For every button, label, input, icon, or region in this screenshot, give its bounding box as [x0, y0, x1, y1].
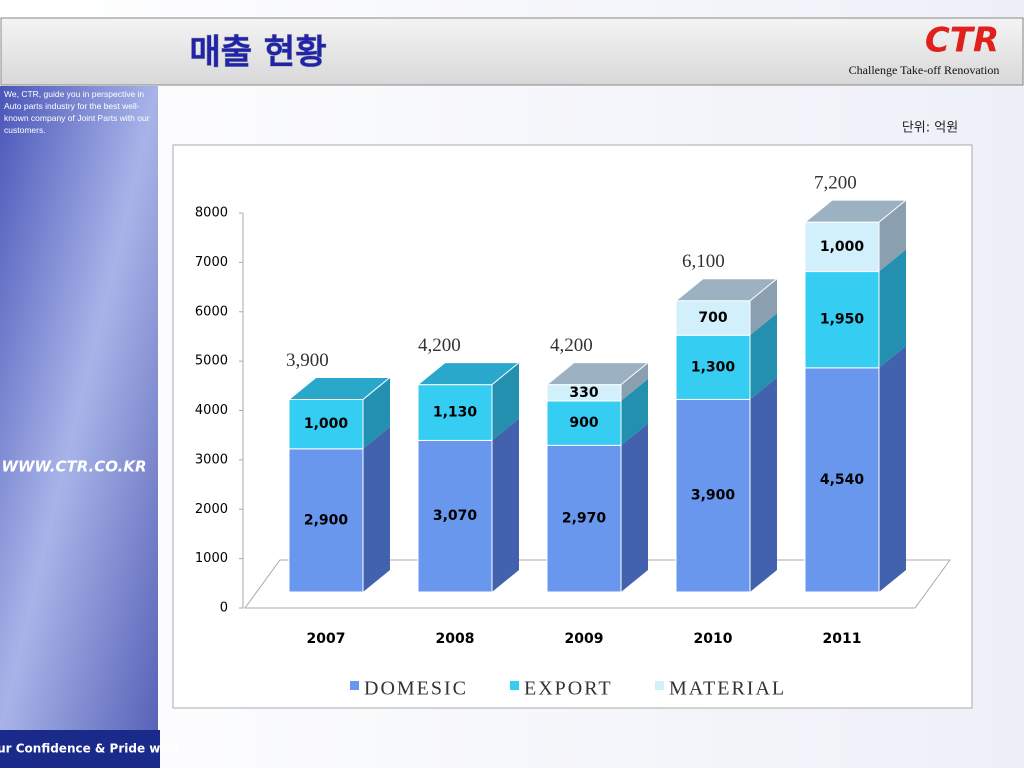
data-label: 3,900: [691, 488, 736, 504]
data-label: 1,000: [304, 416, 349, 432]
total-label: 4,200: [418, 335, 461, 356]
header-bar: [0, 17, 1024, 86]
bar-side: [750, 278, 777, 336]
bar-top: [545, 362, 650, 386]
total-label: 4,200: [550, 335, 593, 356]
bar-top: [287, 376, 392, 400]
data-label: 1,950: [820, 312, 865, 328]
bar-side: [363, 426, 390, 592]
bar-side: [492, 418, 519, 592]
data-label: 330: [569, 385, 598, 401]
y-tick-label: 0: [220, 601, 228, 616]
bar-segment: [417, 439, 493, 593]
bar-segment: [288, 398, 364, 450]
x-tick-label: 2011: [823, 631, 862, 647]
legend-label: DOMESIC: [364, 678, 468, 700]
bar-segment: [546, 444, 622, 593]
bar-side: [621, 362, 648, 401]
footer-text: Your Confidence & Pride with: [0, 742, 179, 756]
total-label: 3,900: [286, 350, 329, 371]
y-tick-label: 8000: [195, 206, 228, 221]
bar-segment: [675, 300, 751, 336]
side-text-box: We, CTR, guide you in perspective in Aut…: [4, 89, 150, 135]
bar-side: [879, 249, 906, 368]
side-panel: [0, 86, 158, 730]
logo: CTR: [925, 21, 999, 61]
total-label: 7,200: [814, 173, 857, 194]
x-tick-label: 2009: [565, 631, 604, 647]
bar-side: [879, 345, 906, 592]
legend-label: EXPORT: [524, 678, 613, 700]
data-label: 900: [569, 415, 598, 431]
bar-side: [621, 423, 648, 592]
bar-top: [416, 362, 521, 386]
bar-segment: [546, 400, 622, 446]
data-label: 1,300: [691, 359, 736, 375]
tagline: Challenge Take-off Renovation: [849, 63, 1000, 77]
y-tick-label: 5000: [195, 354, 228, 369]
data-label: 1,000: [820, 239, 865, 255]
x-tick-label: 2007: [307, 631, 346, 647]
bar-segment: [675, 334, 751, 400]
bar-segment: [288, 448, 364, 593]
bar-side: [492, 362, 519, 441]
bar-segment: [804, 271, 880, 369]
y-tick-label: 4000: [195, 403, 228, 418]
x-tick-label: 2008: [436, 631, 475, 647]
data-label: 1,130: [433, 405, 478, 421]
y-tick-label: 6000: [195, 304, 228, 319]
legend-swatch: [655, 681, 664, 690]
legend-label: MATERIAL: [669, 678, 786, 700]
unit-label: 단위: 억원: [902, 121, 958, 136]
bar-side: [750, 377, 777, 592]
y-tick-label: 3000: [195, 452, 228, 467]
legend-swatch: [510, 681, 519, 690]
footer-bar: [0, 730, 160, 768]
x-tick-label: 2010: [694, 631, 733, 647]
y-tick-label: 7000: [195, 255, 228, 270]
bar-segment: [675, 398, 751, 593]
bar-segment: [804, 367, 880, 593]
bar-side: [879, 200, 906, 272]
data-label: 700: [698, 310, 727, 326]
data-label: 4,540: [820, 472, 865, 488]
data-label: 3,070: [433, 508, 478, 524]
slide-title: 매출 현황: [190, 33, 327, 73]
legend-swatch: [350, 681, 359, 690]
bar-side: [363, 377, 390, 449]
y-tick-label: 2000: [195, 502, 228, 517]
bar-side: [750, 313, 777, 400]
bar-segment: [417, 384, 493, 441]
total-label: 6,100: [682, 251, 725, 272]
side-text: We, CTR, guide you in perspective in Aut…: [4, 89, 150, 135]
y-tick-label: 1000: [195, 551, 228, 566]
bar-top: [803, 199, 908, 223]
data-label: 2,900: [304, 512, 349, 528]
website: WWW.CTR.CO.KR: [1, 458, 146, 476]
bar-top: [674, 278, 779, 302]
bar-side: [621, 378, 648, 446]
data-label: 2,970: [562, 511, 607, 527]
